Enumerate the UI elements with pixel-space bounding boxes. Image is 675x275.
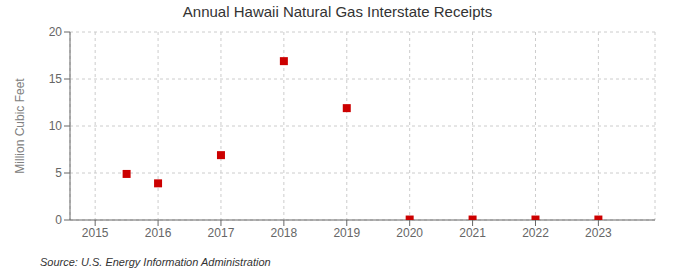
svg-text:2017: 2017 bbox=[208, 226, 235, 240]
svg-text:2020: 2020 bbox=[396, 226, 423, 240]
svg-text:2016: 2016 bbox=[145, 226, 172, 240]
svg-text:5: 5 bbox=[55, 166, 62, 180]
svg-text:2022: 2022 bbox=[522, 226, 549, 240]
svg-text:Million Cubic Feet: Million Cubic Feet bbox=[13, 78, 27, 174]
svg-text:2021: 2021 bbox=[459, 226, 486, 240]
svg-text:15: 15 bbox=[49, 72, 63, 86]
svg-text:2018: 2018 bbox=[271, 226, 298, 240]
svg-text:0: 0 bbox=[55, 213, 62, 227]
html-text:Annual Hawaii Natural Gas Inte: Annual Hawaii Natural Gas Interstate Rec… bbox=[182, 3, 493, 20]
svg-text:20: 20 bbox=[49, 25, 63, 39]
svg-text:10: 10 bbox=[49, 119, 63, 133]
svg-text:2019: 2019 bbox=[333, 226, 360, 240]
svg-text:2015: 2015 bbox=[82, 226, 109, 240]
html-text:Source: U.S. Energy Informatio: Source: U.S. Energy Information Administ… bbox=[40, 256, 271, 268]
svg-text:2023: 2023 bbox=[585, 226, 612, 240]
